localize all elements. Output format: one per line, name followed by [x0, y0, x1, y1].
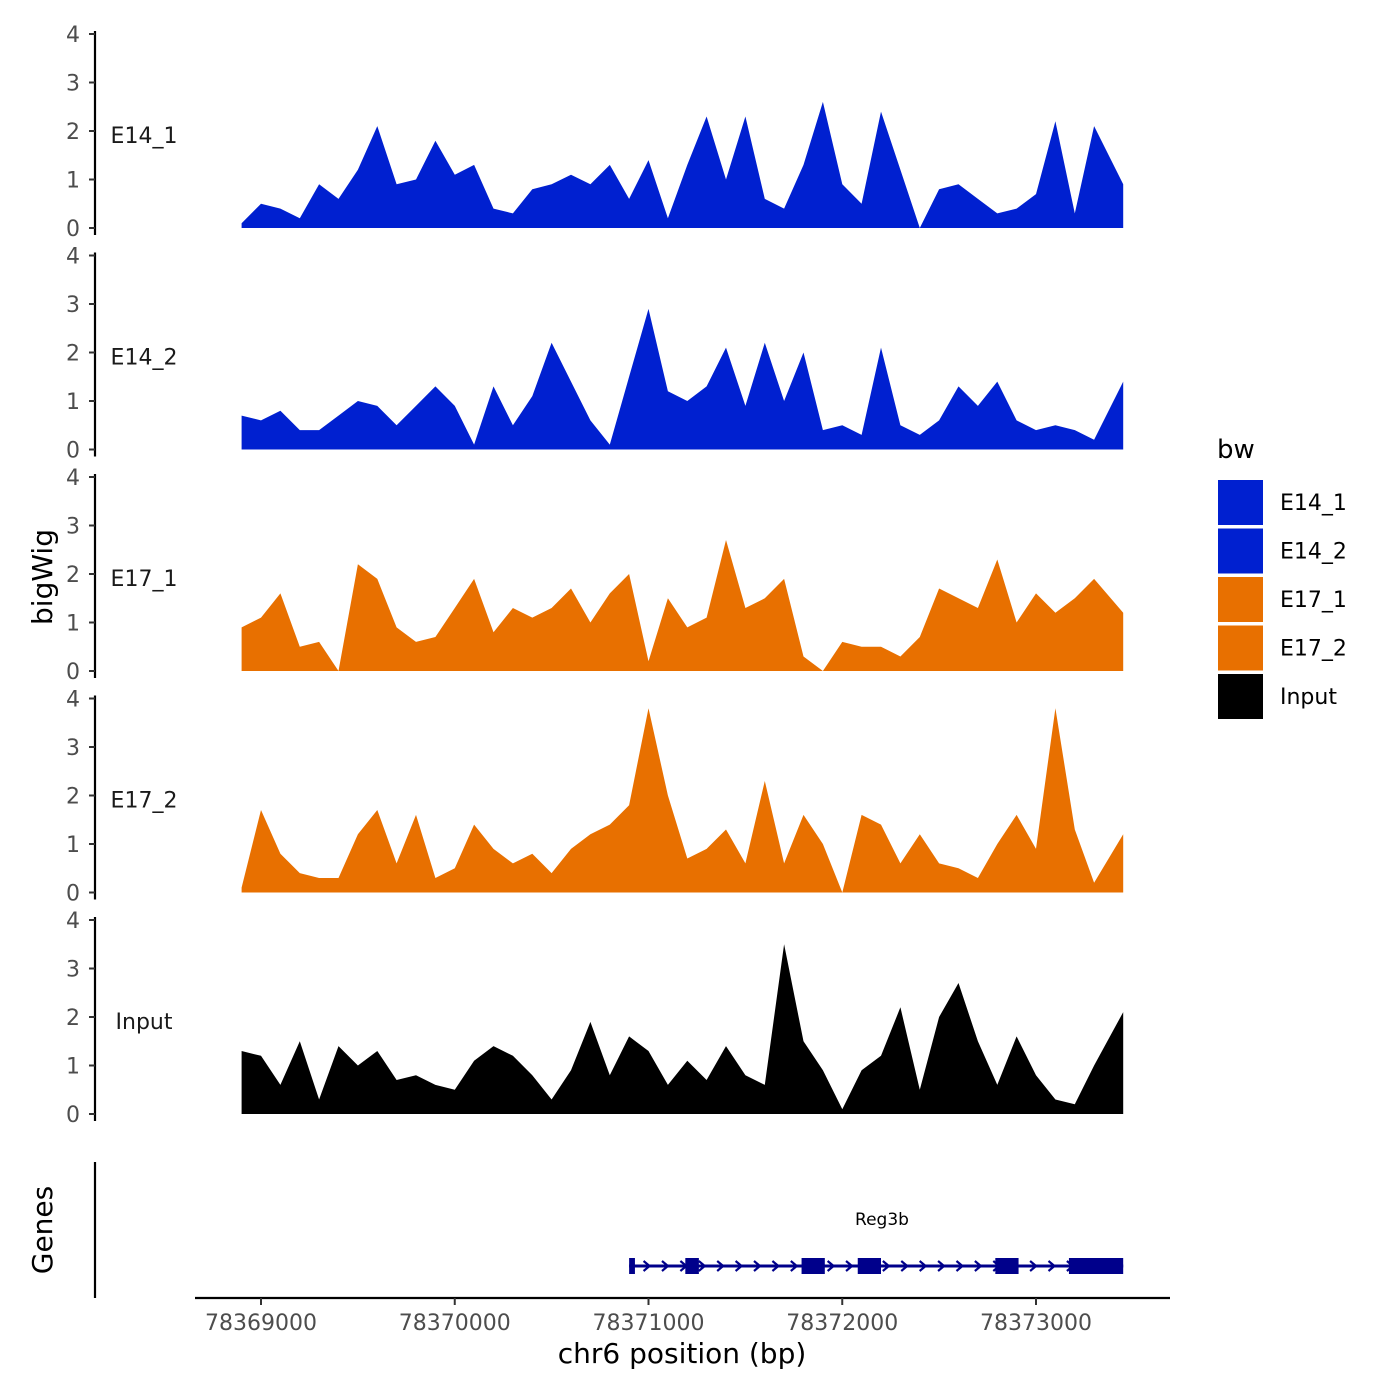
y-tick-label: 4 — [66, 23, 80, 48]
y-tick-label: 2 — [66, 120, 80, 145]
y-tick-label: 0 — [66, 217, 80, 242]
gene-exon — [629, 1258, 635, 1274]
legend-label: E14_2 — [1280, 540, 1347, 565]
track-panels: 0 1 2 3 4 E14_1 0 1 2 3 4 E14_2 0 1 2 3 4 E17_1 0 1 2 3 4 E17_2… — [66, 23, 1124, 1128]
strand-arrow — [900, 1260, 909, 1272]
y-tick-label: 2 — [66, 342, 80, 367]
legend-label: E14_1 — [1280, 491, 1347, 516]
coverage-area-e14-1 — [241, 101, 1124, 228]
y-tick-label: 4 — [66, 466, 80, 491]
legend: bw E14_1 E14_2 E17_1 E17_2 Input — [1217, 435, 1347, 719]
legend-title: bw — [1217, 435, 1255, 465]
strand-arrow — [826, 1260, 836, 1272]
strand-arrow — [661, 1260, 670, 1272]
strand-arrow — [937, 1260, 946, 1272]
y-tick-label: 0 — [66, 882, 80, 907]
gene-exon — [1068, 1258, 1124, 1274]
track-label: E14_2 — [111, 346, 178, 371]
gene-exon — [801, 1258, 825, 1274]
y-tick-label: 1 — [66, 1055, 80, 1080]
track-panel-e17-1: 0 1 2 3 4 E17_1 — [66, 466, 1124, 685]
strand-arrow — [1029, 1260, 1038, 1272]
track-label: E14_1 — [111, 124, 178, 149]
x-tick-label: 78370000 — [399, 1311, 511, 1336]
strand-arrow — [790, 1260, 799, 1272]
y-tick-label: 1 — [66, 390, 80, 415]
track-label: Input — [116, 1010, 173, 1035]
gene-exon — [857, 1258, 881, 1274]
x-tick-label: 78373000 — [980, 1311, 1092, 1336]
track-label: E17_2 — [111, 789, 178, 814]
strand-arrow — [734, 1260, 744, 1272]
strand-arrow — [918, 1260, 928, 1272]
genes-label: Genes — [26, 1186, 59, 1274]
coverage-area-e14-2 — [241, 308, 1124, 450]
y-tick-label: 3 — [66, 72, 80, 97]
x-tick-label: 78369000 — [205, 1311, 317, 1336]
y-tick-label: 0 — [66, 1103, 80, 1128]
y-tick-label: 3 — [66, 515, 80, 540]
legend-key-e17-1 — [1218, 577, 1263, 622]
coverage-area-e17-2 — [241, 708, 1124, 893]
strand-arrow — [642, 1260, 652, 1272]
x-axis: 78369000 78370000 78371000 78372000 78373000 — [195, 1296, 1170, 1336]
y-tick-label: 2 — [66, 1006, 80, 1031]
strand-arrow — [771, 1260, 781, 1272]
y-tick-label: 2 — [66, 785, 80, 810]
y-axis-title: bigWig — [26, 529, 59, 625]
y-tick-label: 4 — [66, 688, 80, 713]
y-tick-label: 2 — [66, 563, 80, 588]
track-label: E17_1 — [111, 567, 178, 592]
legend-label: E17_2 — [1280, 637, 1347, 662]
y-tick-label: 0 — [66, 660, 80, 685]
y-tick-label: 4 — [66, 245, 80, 270]
track-panel-e14-2: 0 1 2 3 4 E14_2 — [66, 245, 1124, 464]
strand-arrow — [955, 1260, 965, 1272]
x-tick-label: 78371000 — [593, 1311, 705, 1336]
x-tick-label: 78372000 — [786, 1311, 898, 1336]
strand-arrow — [974, 1260, 983, 1272]
y-tick-label: 0 — [66, 439, 80, 464]
track-panel-input: 0 1 2 3 4 Input — [66, 909, 1124, 1128]
y-tick-label: 3 — [66, 736, 80, 761]
strand-arrow — [698, 1260, 707, 1272]
y-tick-label: 1 — [66, 612, 80, 637]
legend-key-e14-1 — [1218, 480, 1263, 525]
gene-name-label: Reg3b — [855, 1210, 909, 1230]
x-axis-title: chr6 position (bp) — [558, 1337, 807, 1370]
track-panel-e14-1: 0 1 2 3 4 E14_1 — [66, 23, 1124, 242]
genes-panel: Genes Reg3b — [26, 1162, 1124, 1298]
legend-key-input — [1218, 674, 1263, 719]
strand-arrow — [753, 1260, 762, 1272]
gene-exon — [685, 1258, 699, 1274]
y-tick-label: 4 — [66, 909, 80, 934]
legend-label: E17_1 — [1280, 588, 1347, 613]
gene-exon — [995, 1258, 1019, 1274]
legend-key-e17-2 — [1218, 625, 1263, 671]
y-tick-label: 1 — [66, 169, 80, 194]
gene-track — [629, 1258, 1124, 1274]
y-tick-label: 3 — [66, 293, 80, 318]
y-tick-label: 1 — [66, 833, 80, 858]
strand-arrow — [882, 1260, 891, 1272]
coverage-area-e17-1 — [241, 540, 1124, 671]
strand-arrow — [1047, 1260, 1057, 1272]
y-tick-label: 3 — [66, 958, 80, 983]
strand-arrow — [845, 1260, 854, 1272]
track-panel-e17-2: 0 1 2 3 4 E17_2 — [66, 688, 1124, 907]
legend-key-e14-2 — [1218, 528, 1263, 574]
legend-label: Input — [1280, 685, 1337, 710]
strand-arrow — [716, 1260, 725, 1272]
coverage-area-input — [241, 944, 1124, 1114]
